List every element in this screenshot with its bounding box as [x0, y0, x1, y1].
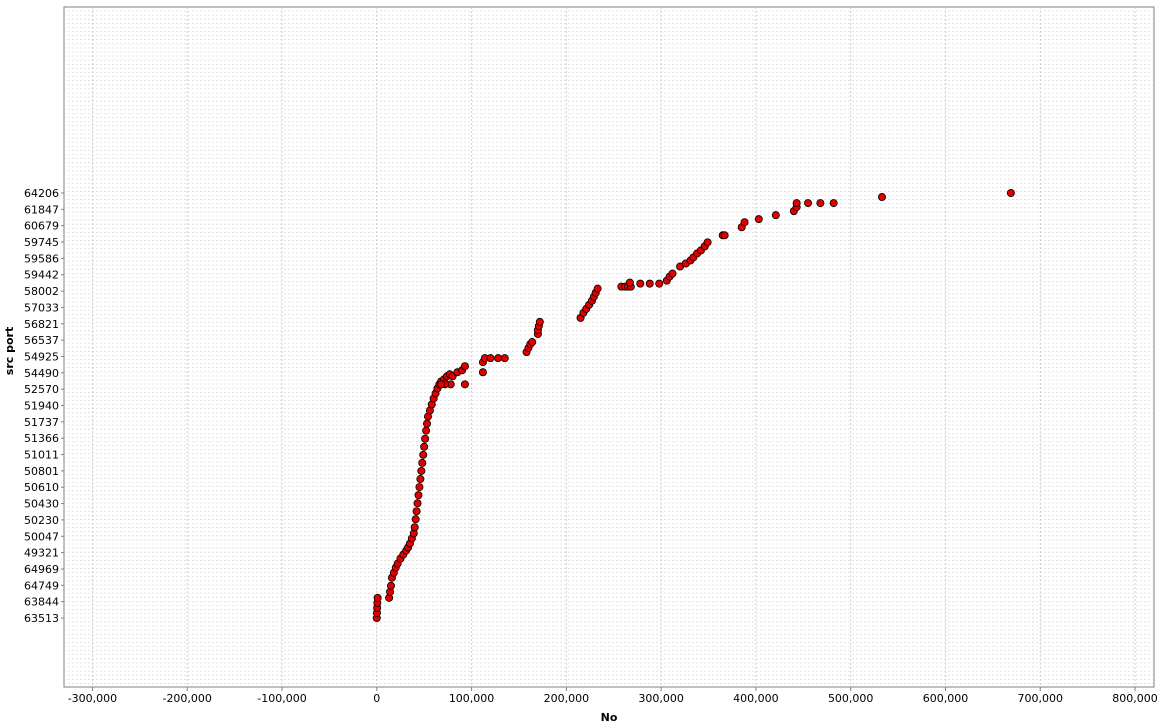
data-point: [419, 450, 428, 459]
y-axis-title: src port: [3, 327, 16, 375]
data-point: [740, 218, 749, 227]
data-point: [703, 238, 712, 247]
y-tick-label: 51011: [24, 449, 59, 462]
x-tick-label: -200,000: [162, 692, 211, 705]
data-point: [829, 199, 838, 208]
x-axis-title: No: [601, 711, 618, 724]
x-tick-label: -100,000: [257, 692, 306, 705]
data-point: [414, 491, 423, 500]
y-tick-label: 50430: [24, 498, 59, 511]
data-point: [373, 593, 382, 602]
y-tick-label: 60679: [24, 220, 59, 233]
data-point: [500, 354, 509, 363]
y-tick-label: 64969: [24, 563, 59, 576]
y-tick-label: 50801: [24, 465, 59, 478]
data-point: [460, 380, 469, 389]
data-points: [372, 188, 1015, 623]
y-tick-label: 51366: [24, 432, 59, 445]
y-tick-label: 51940: [24, 400, 59, 413]
y-tick-label: 50230: [24, 514, 59, 527]
y-tick-label: 54925: [24, 350, 59, 363]
data-point: [410, 523, 419, 532]
data-point: [668, 269, 677, 278]
data-point: [645, 279, 654, 288]
data-point: [413, 499, 422, 508]
data-point: [423, 419, 432, 428]
data-point: [420, 442, 429, 451]
data-point: [415, 483, 424, 492]
data-point: [655, 279, 664, 288]
y-tick-label: 50047: [24, 530, 59, 543]
data-point: [754, 215, 763, 224]
data-point: [416, 475, 425, 484]
x-tick-label: 300,000: [638, 692, 684, 705]
data-point: [771, 211, 780, 220]
y-tick-label: 63844: [24, 596, 59, 609]
data-point: [528, 338, 537, 347]
y-tick-label: 63513: [24, 612, 59, 625]
x-axis-ticks: -300,000 -200,000 -100,000 0 100,000 200,000 3…: [68, 687, 1158, 705]
data-point: [417, 466, 426, 475]
y-tick-label: 58002: [24, 285, 59, 298]
data-point: [412, 507, 421, 516]
y-tick-label: 61847: [24, 203, 59, 216]
x-tick-label: 500,000: [828, 692, 874, 705]
y-tick-label: 54490: [24, 367, 59, 380]
data-point: [418, 458, 427, 467]
x-tick-label: 200,000: [544, 692, 590, 705]
data-point: [421, 434, 430, 443]
y-tick-label: 59586: [24, 252, 59, 265]
data-point: [411, 515, 420, 524]
data-point: [386, 581, 395, 590]
y-tick-label: 52570: [24, 383, 59, 396]
y-tick-label: 64749: [24, 579, 59, 592]
x-tick-label: 400,000: [733, 692, 779, 705]
y-axis-ticks: 63513 63844 64749 64969 49321 50047 50230 50430…: [24, 187, 64, 625]
data-point: [460, 362, 469, 371]
x-tick-label: 800,000: [1112, 692, 1158, 705]
data-point: [437, 380, 446, 389]
y-tick-label: 56821: [24, 318, 59, 331]
data-point: [636, 279, 645, 288]
x-tick-label: 0: [373, 692, 380, 705]
data-point: [804, 199, 813, 208]
data-point: [478, 368, 487, 377]
x-tick-label: 700,000: [1018, 692, 1064, 705]
y-tick-label: 64206: [24, 187, 59, 200]
data-point: [792, 199, 801, 208]
data-point: [494, 354, 503, 363]
y-tick-label: 57033: [24, 301, 59, 314]
data-point: [486, 354, 495, 363]
data-point: [625, 278, 634, 287]
data-point: [720, 231, 729, 240]
y-tick-label: 56537: [24, 334, 59, 347]
x-tick-label: -300,000: [68, 692, 117, 705]
data-point: [1006, 188, 1015, 197]
data-point: [593, 284, 602, 293]
data-point: [422, 426, 431, 435]
x-tick-label: 600,000: [923, 692, 969, 705]
x-tick-label: 100,000: [449, 692, 495, 705]
y-tick-label: 49321: [24, 547, 59, 560]
data-point: [816, 199, 825, 208]
y-tick-label: 59442: [24, 269, 59, 282]
data-point: [877, 193, 886, 202]
grid-lines: [64, 7, 1154, 687]
y-tick-label: 50610: [24, 481, 59, 494]
y-tick-label: 59745: [24, 236, 59, 249]
y-tick-label: 51737: [24, 416, 59, 429]
data-point: [535, 317, 544, 326]
